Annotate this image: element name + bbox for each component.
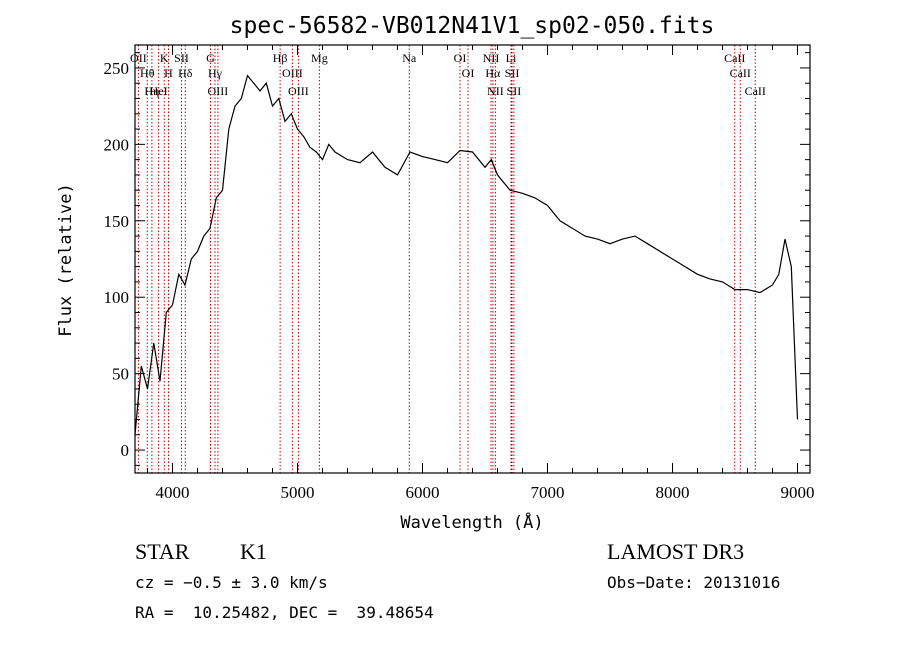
object-subclass: K1 [240, 539, 267, 564]
chart-title: spec-56582-VB012N41V1_sp02-050.fits [230, 13, 715, 39]
spectral-line-label: Hδ [178, 66, 193, 80]
x-tick-label: 8000 [656, 483, 690, 502]
spectral-line-label: Hη [144, 84, 159, 98]
y-tick-label: 250 [104, 59, 130, 78]
x-tick-label: 5000 [281, 483, 315, 502]
spectral-line-label: Hθ [140, 66, 155, 80]
spectral-line-label: HeI [150, 84, 168, 98]
spectral-line-label: OII [130, 51, 147, 65]
spectral-line-label: K [160, 51, 169, 65]
obs-date: Obs−Date: 20131016 [607, 573, 781, 592]
spectral-line-label: OIII [288, 84, 309, 98]
y-axis: 0 50 100 150 200 250 [104, 52, 810, 466]
redshift-readout: cz = −0.5 ± 3.0 km/s [135, 573, 328, 592]
plot-frame [134, 44, 811, 474]
spectral-line-label: Hα [485, 66, 501, 80]
spectral-line-label: OIII [208, 84, 229, 98]
y-tick-label: 200 [104, 135, 130, 154]
spectral-line-label: G [206, 51, 215, 65]
spectral-line-label: CaII [724, 51, 745, 65]
spectral-line-label: Mg [311, 51, 328, 65]
spectral-line-label: CaII [745, 84, 766, 98]
x-tick-label: 9000 [781, 483, 815, 502]
y-tick-label: 100 [104, 288, 130, 307]
x-tick-label: 6000 [406, 483, 440, 502]
spectral-line-label: SII [507, 84, 522, 98]
spectral-line-label: Hγ [208, 66, 223, 80]
y-tick-label: 0 [121, 441, 130, 460]
spectral-line-label: NII [487, 84, 504, 98]
survey-name: LAMOST DR3 [607, 539, 745, 564]
x-axis-label: Wavelength (Å) [400, 511, 543, 533]
spectral-line-label: Hβ [273, 51, 288, 65]
spectral-line-label: OI [454, 51, 467, 65]
spectral-line-label: NII [483, 51, 500, 65]
spectral-line-label: Li [506, 51, 517, 65]
x-axis: 4000 5000 6000 7000 8000 9000 [147, 45, 815, 502]
series-layer [134, 74, 799, 435]
y-tick-label: 150 [104, 212, 130, 231]
spectral-line-label: Na [402, 51, 417, 65]
spectral-line-label: SII [505, 66, 520, 80]
spectrum-series-line [134, 74, 799, 435]
spectral-line-label: OI [462, 66, 475, 80]
y-tick-label: 50 [112, 365, 129, 384]
spectral-line-label: CaII [730, 66, 751, 80]
spectral-line-label: OIII [282, 66, 303, 80]
coordinates: RA = 10.25482, DEC = 39.48654 [135, 603, 434, 622]
x-tick-label: 4000 [156, 483, 190, 502]
x-tick-label: 7000 [531, 483, 565, 502]
y-axis-label: Flux (relative) [56, 183, 76, 337]
spectral-line-label: H [164, 66, 173, 80]
spectral-line-label: SII [174, 51, 189, 65]
object-class: STAR [135, 539, 190, 564]
